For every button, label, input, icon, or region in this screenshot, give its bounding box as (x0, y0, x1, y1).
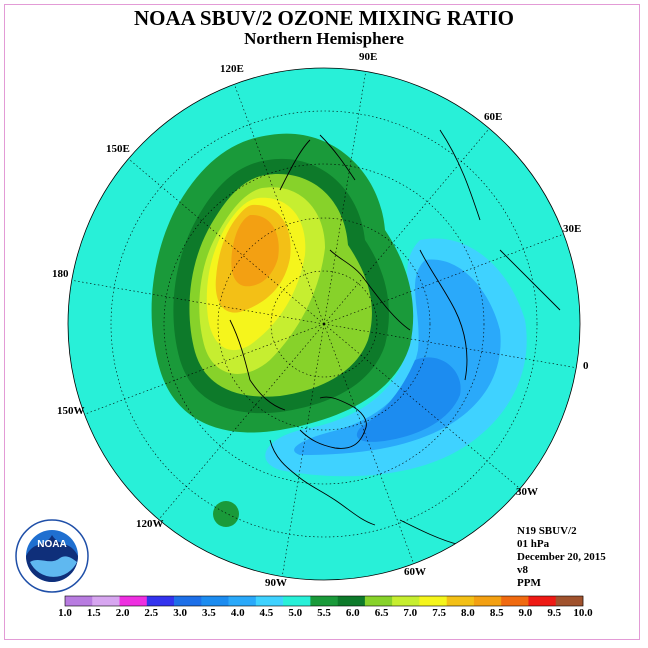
lon-label-150e: 150E (106, 143, 130, 155)
colorbar-tick-label: 8.5 (489, 607, 504, 619)
figure-frame (4, 4, 640, 640)
lon-label-60w: 60W (404, 566, 426, 578)
contour-mid-blue (356, 357, 461, 442)
colorbar-tick-label: 6.5 (374, 607, 389, 619)
contour-green-island (213, 501, 239, 527)
colorbar-tick-label: 10.0 (573, 607, 593, 619)
noaa-logo: NOAA (15, 519, 89, 593)
lon-label-120e: 120E (220, 63, 244, 75)
colorbar-swatch (419, 596, 447, 606)
lon-label-90w: 90W (265, 577, 287, 589)
colorbar-tick-label: 2.0 (115, 607, 130, 619)
colorbar-tick-label: 2.5 (144, 607, 159, 619)
colorbar-tick-label: 9.0 (518, 607, 533, 619)
colorbar (64, 595, 584, 607)
colorbar-swatch (446, 596, 475, 606)
colorbar-swatch (473, 596, 502, 606)
contour-orange (231, 214, 279, 287)
colorbar-tick-label: 8.0 (461, 607, 475, 619)
colorbar-swatch (174, 596, 202, 606)
info-instrument: N19 SBUV/2 (517, 525, 577, 537)
colorbar-swatch (201, 596, 229, 606)
colorbar-swatch (364, 596, 393, 606)
colorbar-tick-label: 1.0 (58, 607, 72, 619)
colorbar-border (64, 595, 584, 607)
colorbar-swatch (501, 596, 529, 606)
product-info: N19 SBUV/2 01 hPa December 20, 2015 v8 P… (517, 525, 606, 590)
colorbar-swatch (337, 596, 366, 606)
lon-label-180: 180 (52, 268, 69, 280)
colorbar-swatch (555, 596, 584, 606)
map-title: NOAA SBUV/2 OZONE MIXING RATIO (134, 6, 514, 30)
lon-label-90e: 90E (359, 51, 378, 63)
lon-label-60e: 60E (484, 111, 503, 123)
info-version: v8 (517, 564, 528, 576)
colorbar-tick-label: 5.5 (317, 607, 331, 619)
colorbar-swatch (65, 596, 93, 606)
colorbar-tick-label: 9.5 (547, 607, 562, 619)
lon-label-120w: 120W (136, 518, 164, 530)
colorbar-swatch (146, 596, 175, 606)
colorbar-tick-label: 4.0 (230, 607, 245, 619)
colorbar-tick-label: 7.0 (403, 607, 418, 619)
colorbar-tick-label: 6.0 (345, 607, 360, 619)
map-boundary (67, 67, 581, 581)
colorbar-swatch (92, 596, 120, 606)
lon-label-30w: 30W (516, 486, 538, 498)
lon-label-0: 0 (583, 360, 589, 372)
colorbar-swatch (392, 596, 420, 606)
lon-label-150w: 150W (57, 405, 85, 417)
logo-text: NOAA (37, 539, 66, 550)
colorbar-swatch (310, 596, 338, 606)
info-level: 01 hPa (517, 538, 550, 550)
info-date: December 20, 2015 (517, 551, 606, 563)
info-units: PPM (517, 577, 541, 589)
colorbar-tick-label: 1.5 (86, 607, 101, 619)
colorbar-tick-label: 7.5 (432, 607, 446, 619)
graticule (69, 69, 579, 579)
colorbar-tick-label: 3.5 (202, 607, 216, 619)
colorbar-tick-label: 3.0 (173, 607, 187, 619)
ozone-field (68, 68, 580, 580)
colorbar-swatch (119, 596, 148, 606)
colorbar-swatch (255, 596, 284, 606)
colorbar-swatch (528, 596, 557, 606)
map-subtitle: Northern Hemisphere (244, 29, 404, 48)
colorbar-tick-label: 5.0 (288, 607, 303, 619)
coastlines (229, 129, 561, 546)
lon-label-30e: 30E (563, 223, 582, 235)
colorbar-swatch (228, 596, 257, 606)
colorbar-swatch (283, 596, 311, 606)
colorbar-tick-label: 4.5 (259, 607, 274, 619)
